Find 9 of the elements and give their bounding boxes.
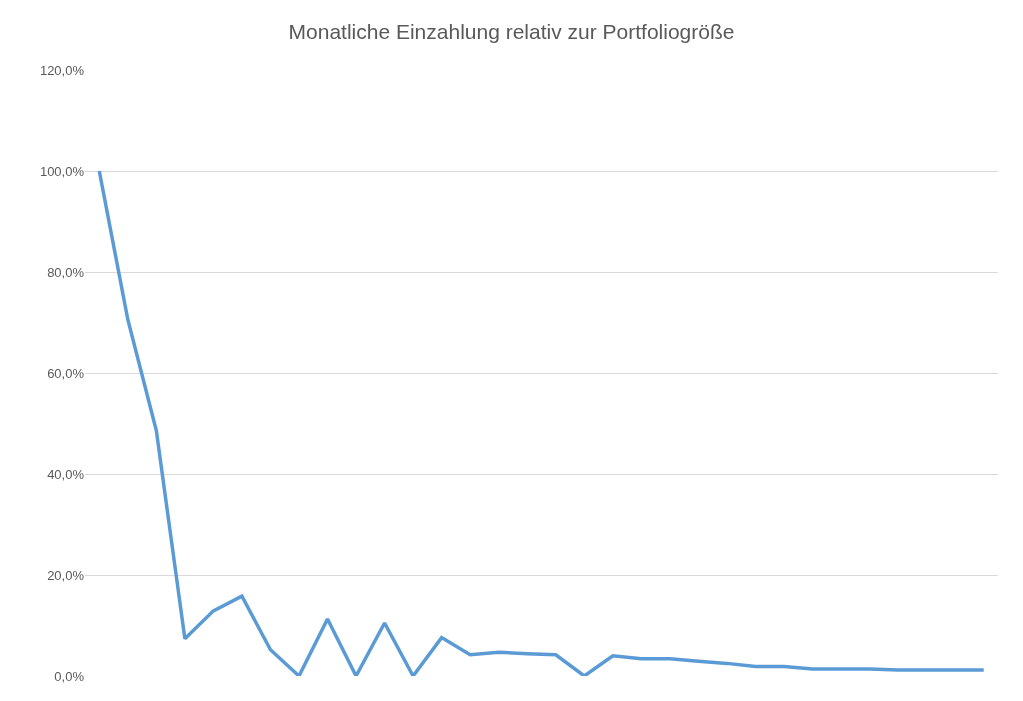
y-tick-label: 0,0%	[54, 668, 85, 684]
chart-title: Monatliche Einzahlung relativ zur Portfoliogröße	[288, 20, 735, 44]
y-tick-label: 100,0%	[39, 163, 85, 179]
line-series	[97, 169, 986, 676]
y-tick-label: 80,0%	[47, 264, 85, 280]
y-tick-label: 60,0%	[47, 365, 85, 381]
y-tick-label: 40,0%	[47, 466, 85, 482]
y-tick-label: 120,0%	[39, 62, 85, 78]
y-tick-label: 20,0%	[47, 567, 85, 583]
